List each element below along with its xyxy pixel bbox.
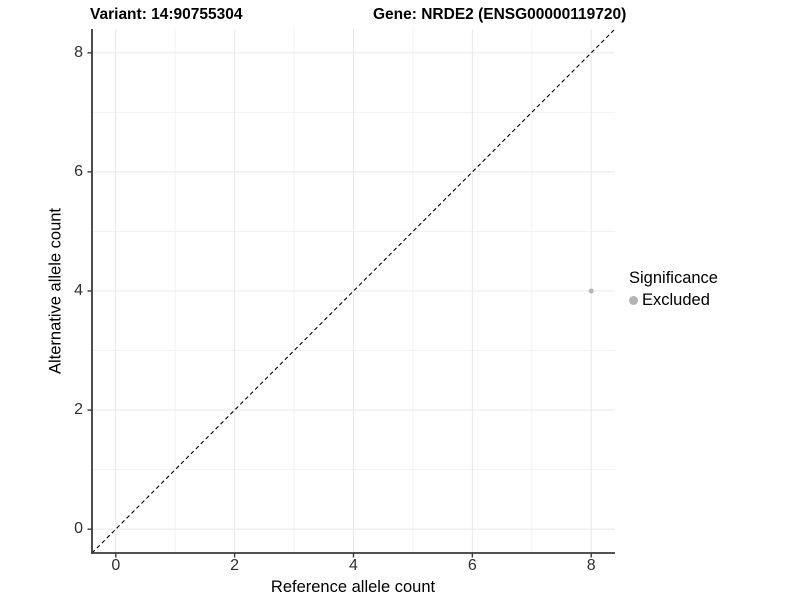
plot-title-variant: Variant: 14:90755304 (90, 6, 243, 23)
x-tick-label: 6 (467, 557, 477, 574)
x-tick-label: 8 (586, 557, 596, 574)
y-axis-title: Alternative allele count (46, 207, 65, 375)
y-tick-label: 8 (74, 43, 83, 61)
legend-item-excluded: Excluded (629, 291, 718, 310)
y-tick-label: 4 (74, 282, 83, 299)
x-tick-label: 0 (111, 557, 121, 574)
legend-item-label: Excluded (642, 291, 710, 309)
legend-title: Significance (629, 269, 718, 287)
y-tick-label: 6 (74, 162, 83, 180)
y-tick-label: 0 (74, 520, 83, 538)
y-tick-label: 2 (74, 401, 83, 419)
plot-title-gene: Gene: NRDE2 (ENSG00000119720) (373, 6, 627, 23)
data-point-excluded (588, 288, 594, 294)
x-axis-title: Reference allele count (270, 578, 436, 596)
x-tick-label: 4 (349, 557, 358, 574)
legend: Significance Excluded (629, 269, 718, 310)
legend-swatch-circle-icon (629, 296, 638, 305)
identity-dashed-line (91, 28, 616, 554)
x-tick-label: 2 (230, 557, 240, 574)
